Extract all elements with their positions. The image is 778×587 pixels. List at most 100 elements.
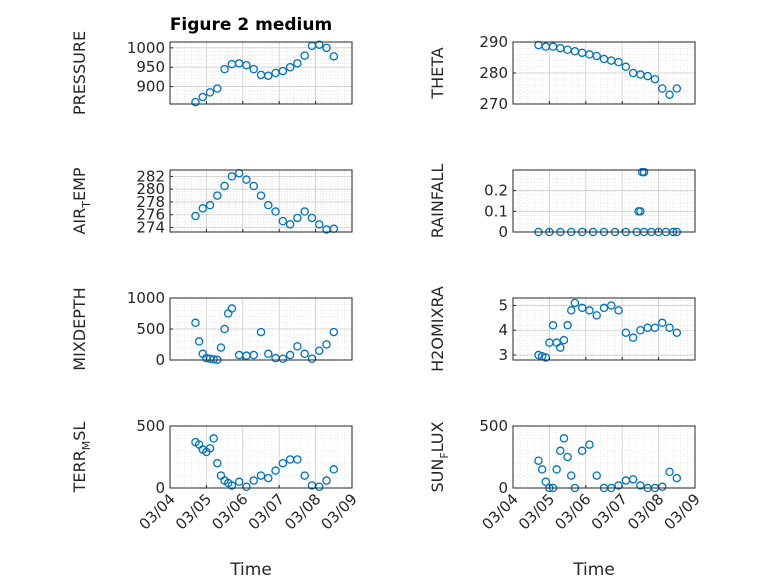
x-tick-label: 03/06 bbox=[551, 490, 594, 533]
data-point bbox=[194, 337, 204, 346]
y-tick-label: 0.2 bbox=[484, 182, 508, 200]
data-point bbox=[643, 71, 652, 81]
data-point bbox=[205, 88, 215, 97]
data-point bbox=[234, 477, 244, 487]
data-point bbox=[592, 311, 601, 320]
axes-box bbox=[169, 41, 353, 105]
y-axis-label: MIXDEPTH bbox=[70, 287, 89, 370]
data-point bbox=[209, 355, 218, 364]
data-point bbox=[249, 476, 258, 485]
data-point bbox=[249, 181, 258, 191]
data-point bbox=[256, 191, 266, 200]
data-point bbox=[256, 471, 266, 480]
data-point bbox=[191, 211, 200, 221]
y-tick-label: 950 bbox=[136, 58, 165, 76]
y-tick-label: 5 bbox=[498, 296, 508, 314]
x-tick-label: 03/05 bbox=[515, 490, 558, 533]
y-axis-label-rest: EMP bbox=[70, 167, 89, 201]
panel-sun_flux: 0500SUNFLUX03/0403/0503/0603/0703/0803/0… bbox=[428, 417, 704, 533]
data-point bbox=[209, 434, 218, 443]
data-point bbox=[285, 350, 295, 360]
y-axis-label: SUNFLUX bbox=[428, 421, 451, 492]
data-point bbox=[249, 350, 258, 360]
data-point bbox=[220, 64, 229, 74]
data-point bbox=[534, 456, 543, 465]
y-tick-label: 500 bbox=[136, 417, 165, 435]
data-point bbox=[293, 213, 302, 223]
data-point bbox=[636, 481, 645, 490]
x-axis-label-left: Time bbox=[229, 560, 272, 580]
data-point bbox=[198, 204, 208, 213]
data-point bbox=[256, 327, 266, 337]
axes-box bbox=[169, 425, 353, 489]
y-tick-label: 500 bbox=[479, 417, 508, 435]
data-point bbox=[264, 349, 273, 359]
data-point bbox=[227, 304, 237, 313]
data-point bbox=[672, 473, 682, 483]
data-point bbox=[614, 57, 623, 67]
data-point bbox=[537, 465, 547, 474]
data-point bbox=[672, 84, 682, 93]
data-point bbox=[285, 220, 295, 229]
y-tick-label: 274 bbox=[136, 219, 165, 237]
data-point bbox=[191, 318, 200, 328]
data-point bbox=[213, 458, 222, 468]
data-point bbox=[563, 321, 572, 330]
data-point bbox=[628, 333, 638, 342]
data-point bbox=[278, 66, 288, 76]
data-point bbox=[242, 175, 251, 184]
y-tick-label: 4 bbox=[498, 321, 508, 339]
x-tick-label: 03/07 bbox=[588, 490, 631, 533]
data-point bbox=[322, 476, 331, 485]
data-point bbox=[227, 172, 237, 181]
y-tick-label: 280 bbox=[479, 64, 508, 82]
data-point bbox=[278, 458, 288, 468]
data-point bbox=[322, 340, 331, 349]
y-tick-label: 0 bbox=[155, 479, 165, 497]
x-tick-label: 03/09 bbox=[661, 490, 704, 533]
data-point bbox=[329, 327, 339, 337]
data-point bbox=[636, 207, 645, 216]
y-axis-label: PRESSURE bbox=[70, 31, 89, 115]
data-point bbox=[205, 444, 215, 453]
x-tick-label: 03/08 bbox=[624, 490, 667, 533]
data-point bbox=[220, 181, 229, 191]
y-axis-label: THETA bbox=[428, 47, 447, 99]
data-point bbox=[592, 51, 601, 61]
y-tick-label: 282 bbox=[136, 167, 165, 185]
axes-box bbox=[169, 169, 353, 233]
data-point bbox=[213, 84, 222, 93]
data-point bbox=[548, 321, 558, 330]
panel-mixdepth: 0 500 1000 MIXDEPTH bbox=[70, 287, 353, 371]
y-tick-label: 1000 bbox=[127, 39, 165, 57]
data-point bbox=[271, 207, 280, 216]
y-tick-label: 0 bbox=[498, 479, 508, 497]
data-point bbox=[264, 473, 273, 483]
data-point bbox=[559, 335, 569, 345]
y-tick-label: 500 bbox=[136, 320, 165, 338]
data-point bbox=[541, 477, 551, 487]
y-tick-label: 3 bbox=[498, 346, 508, 364]
data-point bbox=[264, 200, 273, 210]
data-point bbox=[264, 71, 273, 80]
data-point bbox=[213, 191, 222, 200]
y-axis-label: AIRTEMP bbox=[70, 167, 93, 234]
axes-box bbox=[512, 169, 696, 233]
data-point bbox=[314, 40, 324, 49]
y-axis-label: H2OMIXRA bbox=[428, 286, 447, 372]
data-point bbox=[585, 440, 594, 449]
y-axis-label-subscript: F bbox=[438, 452, 451, 458]
y-tick-label: 900 bbox=[136, 78, 165, 96]
y-tick-label: 276 bbox=[136, 206, 165, 224]
panel-rainfall: 0 0.1 0.2 RAINFALL bbox=[428, 164, 696, 241]
y-axis-label-subscript: T bbox=[80, 201, 93, 209]
data-point bbox=[300, 349, 309, 359]
plot-area bbox=[513, 426, 695, 488]
y-axis-label: RAINFALL bbox=[428, 164, 447, 239]
data-point bbox=[552, 465, 561, 474]
plot-area bbox=[170, 426, 352, 488]
